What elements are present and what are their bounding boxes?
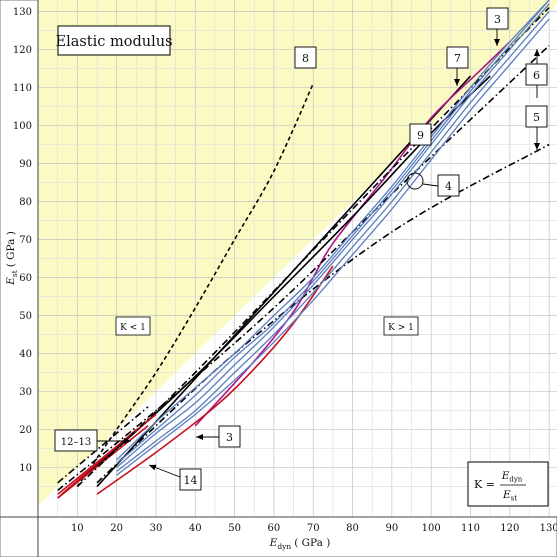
- x-tick-label: 110: [461, 523, 480, 534]
- series-4b-line: [116, 3, 550, 469]
- x-tick-label: 60: [268, 523, 281, 534]
- y-tick-label: 10: [19, 463, 32, 474]
- y-axis-label: Est( GPa ): [5, 231, 19, 286]
- region-label-box-below: [115, 316, 151, 336]
- svg-text:8: 8: [302, 52, 309, 65]
- series-4d-line: [116, 0, 550, 461]
- callout-12-13: 12–13: [54, 429, 131, 452]
- callout-7: 7: [446, 46, 469, 86]
- y-tick-label: 90: [19, 159, 32, 170]
- x-axis-label: Edyn( GPa ): [269, 537, 331, 551]
- region-label-below: K < 1: [120, 323, 146, 333]
- x-tick-label: 130: [540, 523, 557, 534]
- series-4c-line: [116, 0, 550, 465]
- x-tick-label: 70: [307, 523, 320, 534]
- series-9b-line: [57, 45, 550, 492]
- x-tick-label: 120: [500, 523, 519, 534]
- x-tick-label: 80: [346, 523, 359, 534]
- chart-title-box: [57, 25, 171, 56]
- y-tick-label: 70: [19, 235, 32, 246]
- x-tick-label: 100: [422, 523, 441, 534]
- callout-4: 4: [406, 172, 460, 197]
- svg-text:6: 6: [533, 69, 540, 82]
- svg-text:9: 9: [417, 129, 424, 142]
- callout-6: 6: [525, 49, 548, 98]
- x-tick-label: 90: [385, 523, 398, 534]
- callout-5: 5: [525, 105, 548, 150]
- series-12-13d-line: [57, 406, 149, 484]
- formula-box: [467, 461, 549, 507]
- callout-14: 14: [148, 464, 202, 491]
- x-tick-label: 20: [110, 523, 123, 534]
- callout-3-top: 3: [486, 7, 509, 46]
- y-tick-label: 80: [19, 197, 32, 208]
- y-tick-label: 120: [13, 45, 32, 56]
- chart-title: Elastic modulus: [55, 34, 172, 50]
- svg-text:3: 3: [494, 13, 501, 26]
- formula-lhs: K =: [474, 478, 495, 491]
- series-3-line: [194, 41, 511, 427]
- x-tick-label: 50: [228, 523, 241, 534]
- svg-text:4: 4: [445, 180, 452, 193]
- svg-text:5: 5: [533, 111, 540, 124]
- x-tick-label: 10: [71, 523, 84, 534]
- series-4a-line: [116, 10, 550, 472]
- svg-text:12–13: 12–13: [61, 437, 91, 448]
- y-tick-label: 50: [19, 311, 32, 322]
- callout-3-bottom: 3: [196, 425, 241, 448]
- y-tick-label: 60: [19, 273, 32, 284]
- formula-numerator: Edyn: [501, 470, 523, 484]
- series-12-13c-line: [61, 428, 137, 495]
- formula-denominator: Est: [502, 489, 517, 503]
- svg-text:7: 7: [454, 52, 461, 65]
- series-4e-line: [116, 18, 550, 476]
- series-lines: [57, 0, 550, 499]
- svg-text:14: 14: [184, 474, 198, 487]
- svg-text:3: 3: [226, 431, 233, 444]
- y-tick-label: 100: [13, 121, 32, 132]
- region-label-above: K > 1: [388, 323, 414, 333]
- x-tick-label: 40: [189, 523, 202, 534]
- x-tick-label: 30: [150, 523, 163, 534]
- tick-labels: 10 20 30 40 50 60 70 80 90 100 110 120 130 10 20 30 40 50…: [13, 7, 557, 534]
- y-tick-label: 110: [13, 83, 32, 94]
- y-tick-label: 30: [19, 387, 32, 398]
- callout-8: 8: [294, 46, 317, 69]
- callout-9: 9: [409, 123, 432, 146]
- y-tick-label: 130: [13, 7, 32, 18]
- y-tick-label: 20: [19, 425, 32, 436]
- series-8-line: [76, 83, 314, 488]
- y-tick-label: 40: [19, 349, 32, 360]
- region-label-box-above: [383, 316, 419, 336]
